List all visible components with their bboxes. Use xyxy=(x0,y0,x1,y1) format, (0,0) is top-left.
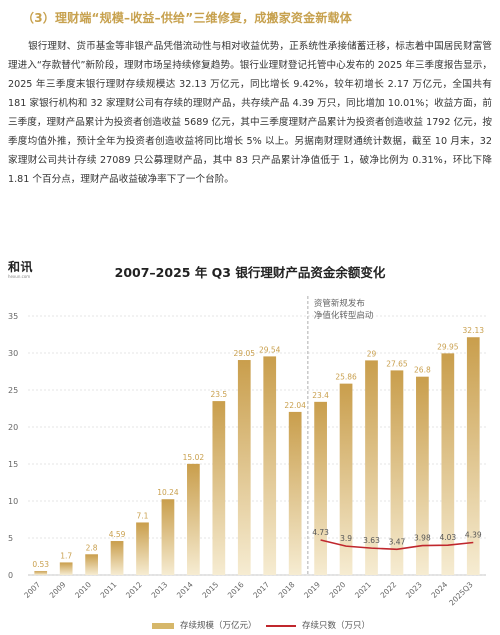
y-tick-label: 25 xyxy=(8,386,18,395)
x-tick-label: 2011 xyxy=(99,580,119,600)
legend-bar: 存续规模（万亿元） xyxy=(152,619,257,633)
x-tick-label: 2023 xyxy=(404,580,424,600)
x-tick-label: 2020 xyxy=(328,580,348,600)
bar xyxy=(441,353,455,575)
y-tick-label: 15 xyxy=(8,460,18,469)
bar xyxy=(263,356,277,575)
bar xyxy=(34,571,48,575)
bar xyxy=(85,554,98,575)
bar-value-label: 29.95 xyxy=(437,342,459,351)
bar-value-label: 23.4 xyxy=(312,391,329,400)
legend-line-swatch xyxy=(266,624,296,627)
x-tick-label: 2021 xyxy=(353,580,373,600)
annotation-text: 资管新规发布 xyxy=(314,298,365,309)
bar xyxy=(237,360,251,575)
bar xyxy=(59,562,73,575)
x-tick-label: 2017 xyxy=(251,580,271,600)
bar xyxy=(365,360,378,575)
bar xyxy=(314,401,327,575)
legend-bar-label: 存续规模（万亿元） xyxy=(180,621,257,631)
line-value-label: 3.9 xyxy=(340,534,352,543)
bar-value-label: 27.65 xyxy=(386,359,408,368)
y-tick-label: 10 xyxy=(8,497,18,506)
y-tick-label: 0 xyxy=(8,571,13,580)
bar-value-label: 25.86 xyxy=(335,373,357,382)
y-tick-label: 35 xyxy=(8,312,18,321)
logo-sub: hexun.com xyxy=(8,274,31,279)
bar-value-label: 29.05 xyxy=(234,349,256,358)
bar-value-label: 29 xyxy=(367,349,377,358)
bar xyxy=(161,499,175,575)
x-tick-label: 2016 xyxy=(226,580,246,600)
x-tick-label: 2025Q3 xyxy=(447,580,475,608)
line-value-label: 4.39 xyxy=(465,531,482,540)
bar xyxy=(416,376,429,575)
body-paragraph-text: 银行理财、货币基金等非银产品凭借流动性与相对收益优势，正系统性承接储蓄迁移，标志… xyxy=(8,41,492,185)
bar-value-label: 32.13 xyxy=(463,326,485,335)
y-tick-label: 20 xyxy=(8,423,18,432)
bar xyxy=(339,383,353,575)
bar xyxy=(466,337,480,575)
bar-value-label: 1.7 xyxy=(60,551,72,560)
x-tick-label: 2012 xyxy=(124,580,144,600)
legend-line: 存续只数（万只） xyxy=(266,619,370,633)
chart-figure: 和讯 hexun.com 2007–2025 年 Q3 银行理财产品资金余额变化… xyxy=(0,252,500,635)
bar xyxy=(390,370,404,575)
hexun-logo: 和讯 hexun.com xyxy=(8,258,33,279)
x-tick-label: 2022 xyxy=(378,580,398,600)
bar xyxy=(110,541,124,575)
x-tick-label: 2007 xyxy=(22,580,42,600)
bar xyxy=(288,411,302,575)
line-value-label: 4.73 xyxy=(312,528,329,537)
bar-value-label: 26.8 xyxy=(414,366,431,375)
x-tick-label: 2018 xyxy=(277,580,297,600)
bar-value-label: 15.02 xyxy=(183,453,205,462)
x-tick-label: 2009 xyxy=(48,580,68,600)
chart-title: 2007–2025 年 Q3 银行理财产品资金余额变化 xyxy=(114,265,386,280)
logo-main: 和讯 xyxy=(8,260,34,274)
x-tick-label: 2019 xyxy=(302,580,322,600)
bar-value-label: 7.1 xyxy=(137,511,149,520)
section-heading: （3）理财端“规模–收益–供给”三维修复，成搬家资金新载体 xyxy=(22,11,352,25)
legend-bar-swatch xyxy=(152,622,174,629)
bar xyxy=(187,463,200,575)
bar xyxy=(212,401,226,575)
legend-line-label: 存续只数（万只） xyxy=(302,621,371,631)
bar-value-label: 22.04 xyxy=(284,401,306,410)
bar-value-label: 4.59 xyxy=(109,530,126,539)
x-tick-label: 2015 xyxy=(200,580,220,600)
y-tick-label: 30 xyxy=(8,349,18,358)
x-tick-label: 2010 xyxy=(73,580,93,600)
bar-value-label: 23.5 xyxy=(210,390,227,399)
bar-value-label: 0.53 xyxy=(32,560,49,569)
annotation-text: 净值化转型启动 xyxy=(314,310,374,321)
bar-value-label: 2.8 xyxy=(86,543,98,552)
line-series xyxy=(320,539,474,551)
line-value-label: 4.03 xyxy=(439,533,456,542)
x-tick-label: 2024 xyxy=(429,580,449,600)
x-tick-label: 2013 xyxy=(149,580,169,600)
line-value-label: 3.47 xyxy=(389,537,406,546)
bar-value-label: 10.24 xyxy=(157,488,179,497)
bar-value-label: 29.54 xyxy=(259,345,281,354)
line-value-label: 3.63 xyxy=(363,536,380,545)
x-tick-label: 2014 xyxy=(175,580,195,600)
line-value-label: 3.98 xyxy=(414,534,431,543)
bar xyxy=(136,522,149,575)
body-paragraph: 银行理财、货币基金等非银产品凭借流动性与相对收益优势，正系统性承接储蓄迁移，标志… xyxy=(8,37,492,189)
y-tick-label: 5 xyxy=(8,534,13,543)
